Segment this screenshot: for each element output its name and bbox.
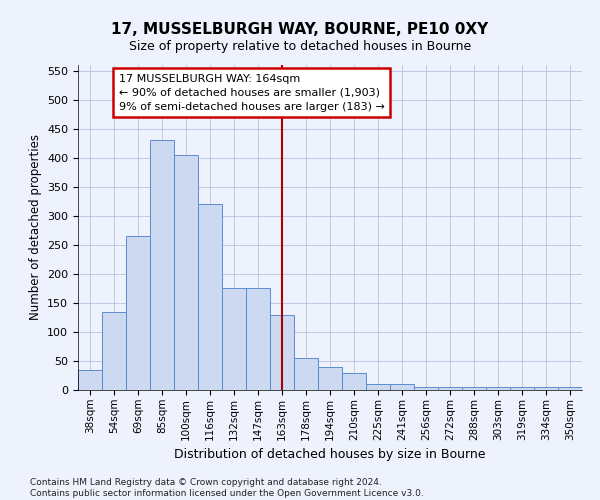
Bar xyxy=(318,367,342,390)
Text: Contains HM Land Registry data © Crown copyright and database right 2024.
Contai: Contains HM Land Registry data © Crown c… xyxy=(30,478,424,498)
Bar xyxy=(102,312,126,390)
Bar xyxy=(462,387,486,390)
Text: 17, MUSSELBURGH WAY, BOURNE, PE10 0XY: 17, MUSSELBURGH WAY, BOURNE, PE10 0XY xyxy=(112,22,488,38)
X-axis label: Distribution of detached houses by size in Bourne: Distribution of detached houses by size … xyxy=(174,448,486,461)
Bar xyxy=(174,155,198,390)
Bar xyxy=(486,387,510,390)
Bar xyxy=(198,204,222,390)
Bar xyxy=(150,140,174,390)
Y-axis label: Number of detached properties: Number of detached properties xyxy=(29,134,41,320)
Bar xyxy=(246,288,270,390)
Bar xyxy=(366,384,390,390)
Bar xyxy=(342,372,366,390)
Bar xyxy=(126,236,150,390)
Bar xyxy=(558,387,582,390)
Bar xyxy=(390,384,414,390)
Bar xyxy=(270,314,294,390)
Bar xyxy=(414,387,438,390)
Bar xyxy=(438,387,462,390)
Bar xyxy=(534,387,558,390)
Text: Size of property relative to detached houses in Bourne: Size of property relative to detached ho… xyxy=(129,40,471,53)
Bar xyxy=(78,370,102,390)
Text: 17 MUSSELBURGH WAY: 164sqm
← 90% of detached houses are smaller (1,903)
9% of se: 17 MUSSELBURGH WAY: 164sqm ← 90% of deta… xyxy=(119,74,385,112)
Bar xyxy=(294,358,318,390)
Bar xyxy=(510,387,534,390)
Bar xyxy=(222,288,246,390)
